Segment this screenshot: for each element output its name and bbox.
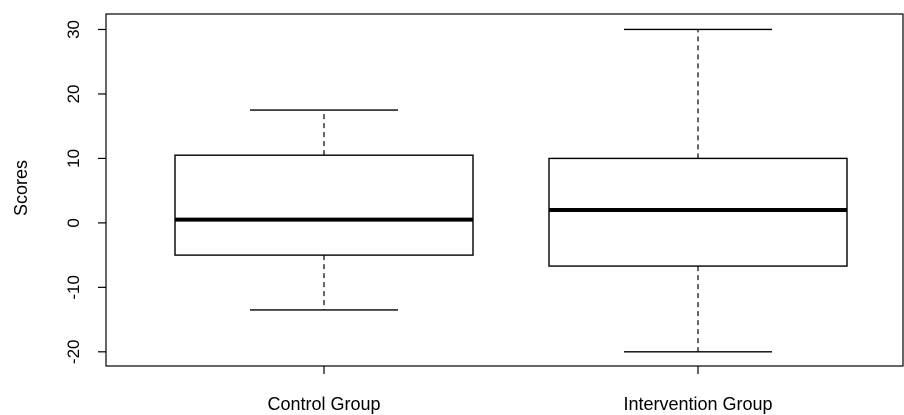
y-tick-label: -10 bbox=[64, 275, 83, 300]
plot-frame bbox=[105, 13, 904, 367]
box-layer bbox=[174, 28, 848, 353]
y-tick-label: 0 bbox=[64, 218, 83, 227]
y-tick-label: 20 bbox=[64, 84, 83, 103]
iqr-box bbox=[548, 157, 848, 267]
box-group bbox=[174, 109, 474, 311]
x-category-label: Intervention Group bbox=[623, 394, 772, 414]
x-category-label: Control Group bbox=[267, 394, 380, 414]
axis-layer: 30 20 10 0 -10 -20 Control Group Intervention G… bbox=[64, 13, 904, 414]
box-group bbox=[548, 28, 848, 353]
y-tick-label: -20 bbox=[64, 340, 83, 365]
y-tick-label: 30 bbox=[64, 20, 83, 39]
iqr-box bbox=[174, 154, 474, 256]
y-tick-label: 10 bbox=[64, 149, 83, 168]
y-axis-title: Scores bbox=[11, 160, 31, 216]
